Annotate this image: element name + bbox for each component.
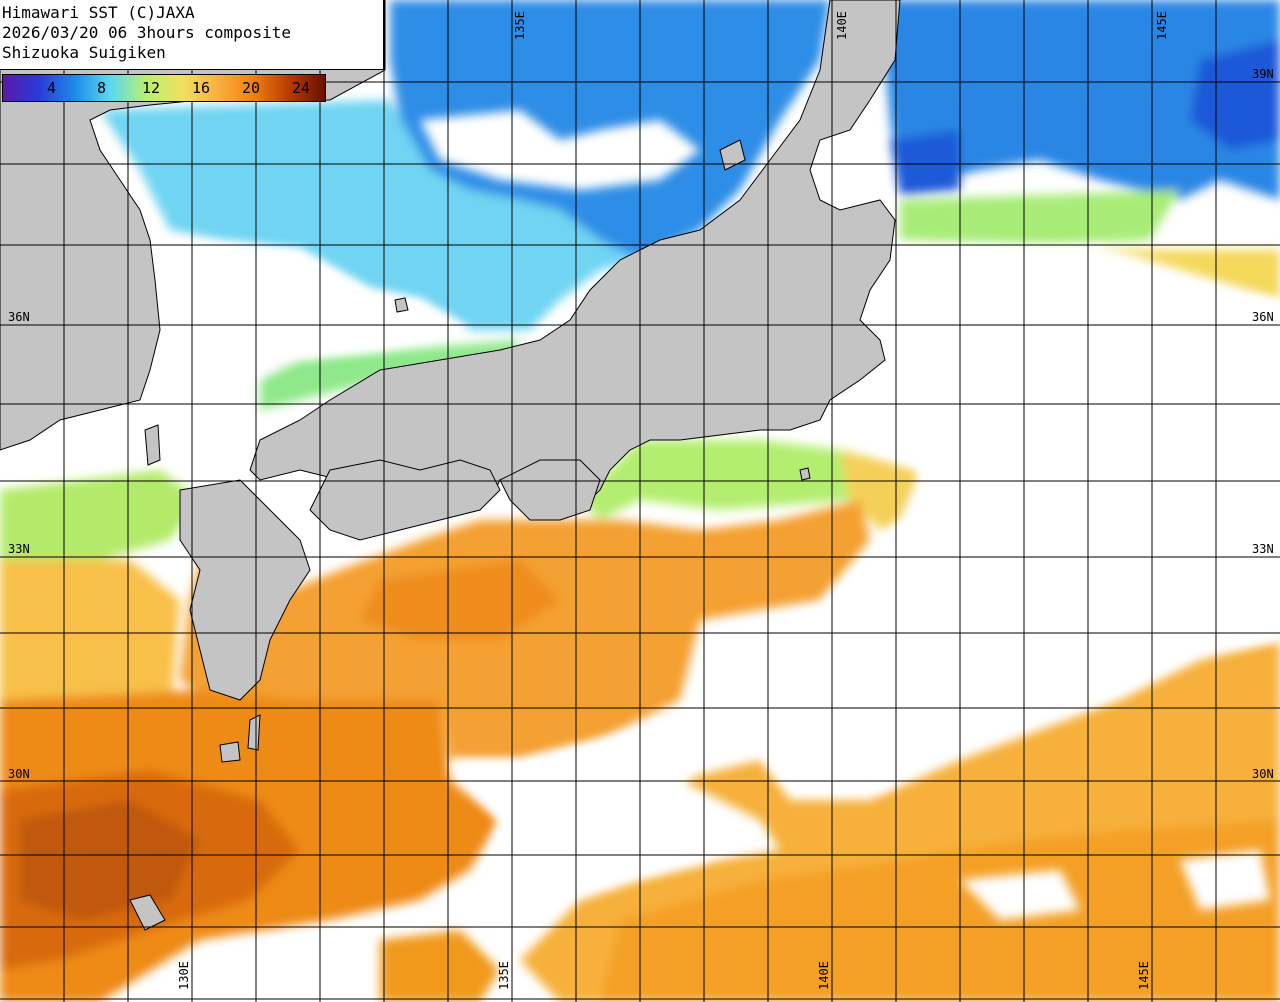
no-data-west	[150, 240, 470, 400]
izu-oshima	[799, 467, 811, 481]
very-cold-patch	[1190, 40, 1280, 150]
title-box: Himawari SST (C)JAXA 2026/03/20 06 3hour…	[0, 0, 384, 70]
sado-island	[719, 139, 746, 171]
lat-label-36n-left: 36N	[8, 310, 30, 324]
lat-label-33n-left: 33N	[8, 542, 30, 556]
no-data-small-2	[1180, 850, 1270, 910]
legend-color-ramp	[3, 75, 325, 101]
lat-label-30n-right: 30N	[1252, 767, 1274, 781]
legend-tick-8: 8	[97, 79, 107, 97]
hot-core	[20, 800, 200, 920]
temperature-legend: 4 8 12 16 20 24	[2, 74, 326, 102]
kyushu	[179, 479, 311, 701]
lon-label-130e-bottom: 130E	[177, 961, 191, 990]
oki-islands	[394, 297, 409, 313]
lon-label-140e-top: 140E	[835, 11, 849, 40]
no-data-areas	[150, 110, 1280, 940]
no-data-north-central	[420, 110, 700, 190]
lon-label-145e-bottom: 145E	[1137, 961, 1151, 990]
kuroshio-warm-water	[180, 500, 870, 760]
cool-water-region	[100, 100, 640, 330]
tanegashima	[247, 714, 261, 751]
title-product: Himawari SST (C)JAXA	[2, 3, 195, 22]
cold-water-region-east	[880, 0, 1280, 200]
legend-tick-20: 20	[242, 79, 261, 97]
title-datetime: 2026/03/20 06 3hours composite	[2, 23, 291, 42]
yakushima	[219, 741, 241, 763]
legend-tick-4: 4	[47, 79, 57, 97]
no-data-small-1	[960, 870, 1080, 920]
lon-label-145e-top: 145E	[1155, 11, 1169, 40]
no-data-east	[700, 245, 1280, 790]
shikoku	[309, 459, 501, 541]
green-band-central	[580, 440, 850, 520]
warm-water-southeast-core	[600, 820, 1280, 1002]
lat-label-39n-right: 39N	[1252, 67, 1274, 81]
kuroshio-core	[360, 560, 560, 640]
warm-patch-south-mid	[380, 930, 500, 1002]
tsushima	[144, 424, 161, 466]
no-data-mid-south	[450, 720, 760, 940]
lon-label-135e-bottom: 135E	[497, 961, 511, 990]
legend-tick-16: 16	[192, 79, 211, 97]
green-band-east	[900, 190, 1180, 245]
lat-label-36n-right: 36N	[1252, 310, 1274, 324]
lon-label-135e-top: 135E	[513, 11, 527, 40]
lat-label-30n-left: 30N	[8, 767, 30, 781]
title-source: Shizuoka Suigiken	[2, 43, 166, 62]
lon-label-140e-bottom: 140E	[817, 961, 831, 990]
lat-label-33n-right: 33N	[1252, 542, 1274, 556]
very-cold-patch-2	[890, 130, 960, 195]
land-masses	[0, 0, 901, 931]
legend-tick-12: 12	[142, 79, 161, 97]
green-band-southwest	[0, 470, 200, 560]
legend-tick-24: 24	[292, 79, 311, 97]
amami	[129, 894, 166, 931]
kii-peninsula	[499, 459, 601, 521]
